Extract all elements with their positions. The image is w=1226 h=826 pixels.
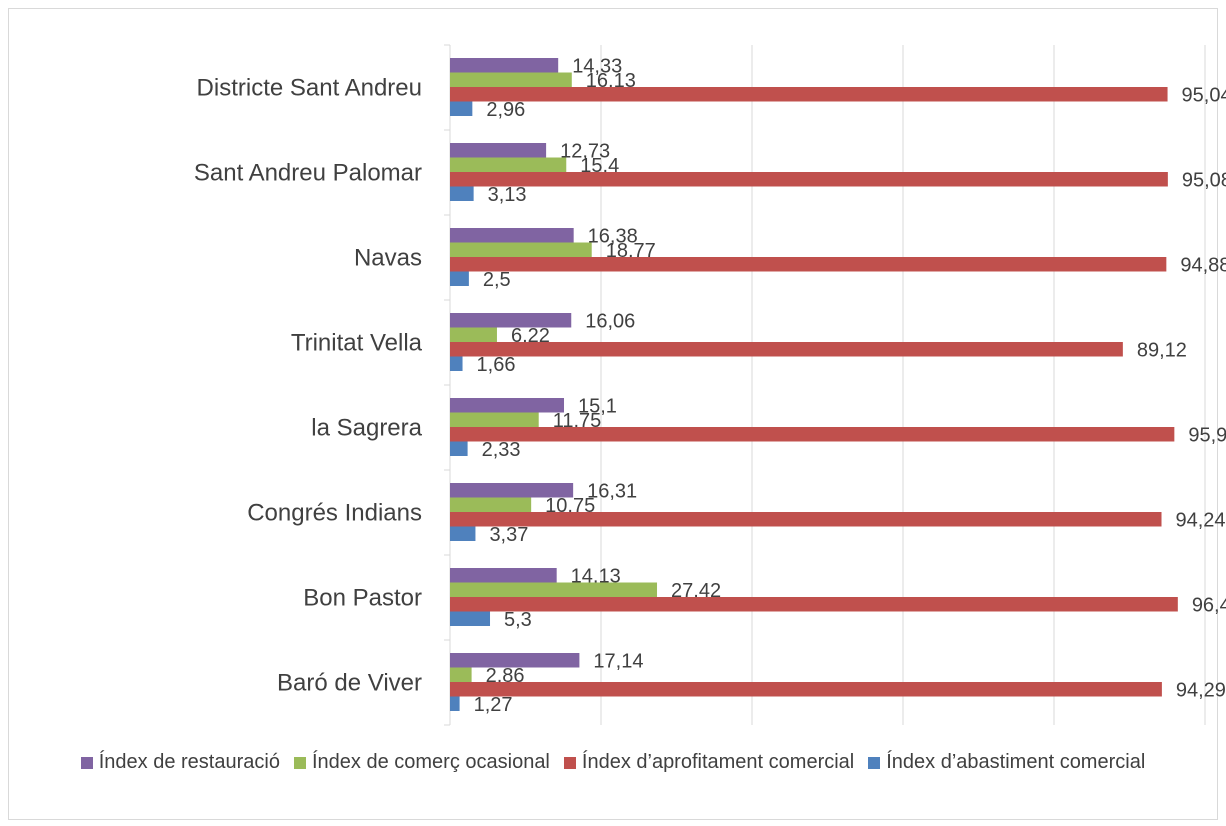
data-label: 94,88 <box>1180 254 1226 276</box>
bar <box>450 427 1175 442</box>
data-label: 96,4 <box>1192 594 1226 616</box>
bar <box>450 58 559 73</box>
bar <box>450 101 473 116</box>
bar <box>450 441 468 456</box>
bar <box>450 483 574 498</box>
category-label: Districte Sant Andreu <box>197 75 422 102</box>
bar <box>450 497 532 512</box>
bar <box>450 512 1162 527</box>
legend-label: Índex de comerç ocasional <box>311 751 550 773</box>
legend-item: Índex de comerç ocasional <box>293 751 550 774</box>
category-label: Trinitat Vella <box>291 330 423 357</box>
bar <box>450 682 1162 697</box>
bar <box>450 72 572 87</box>
data-label: 12,73 <box>560 140 610 162</box>
data-label: 16,31 <box>587 480 637 502</box>
data-label: 94,24 <box>1176 509 1226 531</box>
bar <box>450 611 491 626</box>
category-label: Navas <box>354 245 422 272</box>
data-label: 2,33 <box>482 439 521 461</box>
data-label: 15,1 <box>578 395 617 417</box>
legend-label: Índex d’abastiment comercial <box>886 751 1146 773</box>
data-label: 27,42 <box>671 580 721 602</box>
legend-swatch <box>563 756 576 769</box>
data-label: 14,13 <box>571 565 621 587</box>
bar <box>450 696 460 711</box>
data-label: 10,75 <box>545 495 595 517</box>
data-label: 89,12 <box>1137 339 1187 361</box>
data-label: 18,77 <box>606 240 656 262</box>
bar <box>450 172 1168 187</box>
bar <box>450 597 1178 612</box>
data-label: 2,5 <box>483 269 511 291</box>
bar <box>450 568 557 583</box>
legend-label: Índex de restauració <box>98 751 280 773</box>
data-label: 1,27 <box>474 694 513 716</box>
data-label: 95,04 <box>1182 84 1226 106</box>
data-label: 2,86 <box>486 665 525 687</box>
bar <box>450 143 547 158</box>
bar <box>450 667 472 682</box>
category-label: Sant Andreu Palomar <box>194 160 422 187</box>
legend-item: Índex d’abastiment comercial <box>868 751 1145 774</box>
category-label: Baró de Viver <box>277 670 422 697</box>
data-label: 95,08 <box>1182 169 1226 191</box>
legend: Índex de restauració Índex de comerç ocas… <box>0 751 1226 774</box>
bar <box>450 242 592 257</box>
legend-swatch <box>80 756 93 769</box>
data-label: 95,94 <box>1188 424 1226 446</box>
bar <box>450 257 1167 272</box>
legend-swatch <box>868 756 881 769</box>
bar <box>450 228 574 243</box>
bar <box>450 342 1123 357</box>
legend-label: Índex d’aprofitament comercial <box>581 751 855 773</box>
bar <box>450 186 474 201</box>
data-label: 14,33 <box>572 55 622 77</box>
legend-item: Índex d’aprofitament comercial <box>563 751 855 774</box>
category-label: Bon Pastor <box>303 585 422 612</box>
bar <box>450 87 1168 102</box>
legend-item: Índex de restauració <box>80 751 280 774</box>
bar <box>450 271 469 286</box>
legend-swatch <box>293 756 306 769</box>
category-label: Congrés Indians <box>247 500 422 527</box>
data-label: 2,96 <box>486 99 525 121</box>
data-label: 1,66 <box>477 354 516 376</box>
bar <box>450 526 476 541</box>
data-label: 94,29 <box>1176 679 1226 701</box>
category-label: la Sagrera <box>311 415 422 442</box>
bar <box>450 653 580 668</box>
data-label: 16,13 <box>586 70 636 92</box>
bar <box>450 313 572 328</box>
data-label: 15,4 <box>580 155 619 177</box>
bar <box>450 157 567 172</box>
data-label: 16,38 <box>588 225 638 247</box>
bar <box>450 398 565 413</box>
data-label: 3,13 <box>488 184 527 206</box>
bar <box>450 356 463 371</box>
data-label: 3,37 <box>489 524 528 546</box>
bar <box>450 412 539 427</box>
bar <box>450 327 497 342</box>
data-label: 11,75 <box>553 410 602 432</box>
data-label: 16,06 <box>585 310 635 332</box>
bar <box>450 582 658 597</box>
data-label: 6,22 <box>511 325 550 347</box>
data-label: 5,3 <box>504 609 532 631</box>
data-label: 17,14 <box>593 650 643 672</box>
